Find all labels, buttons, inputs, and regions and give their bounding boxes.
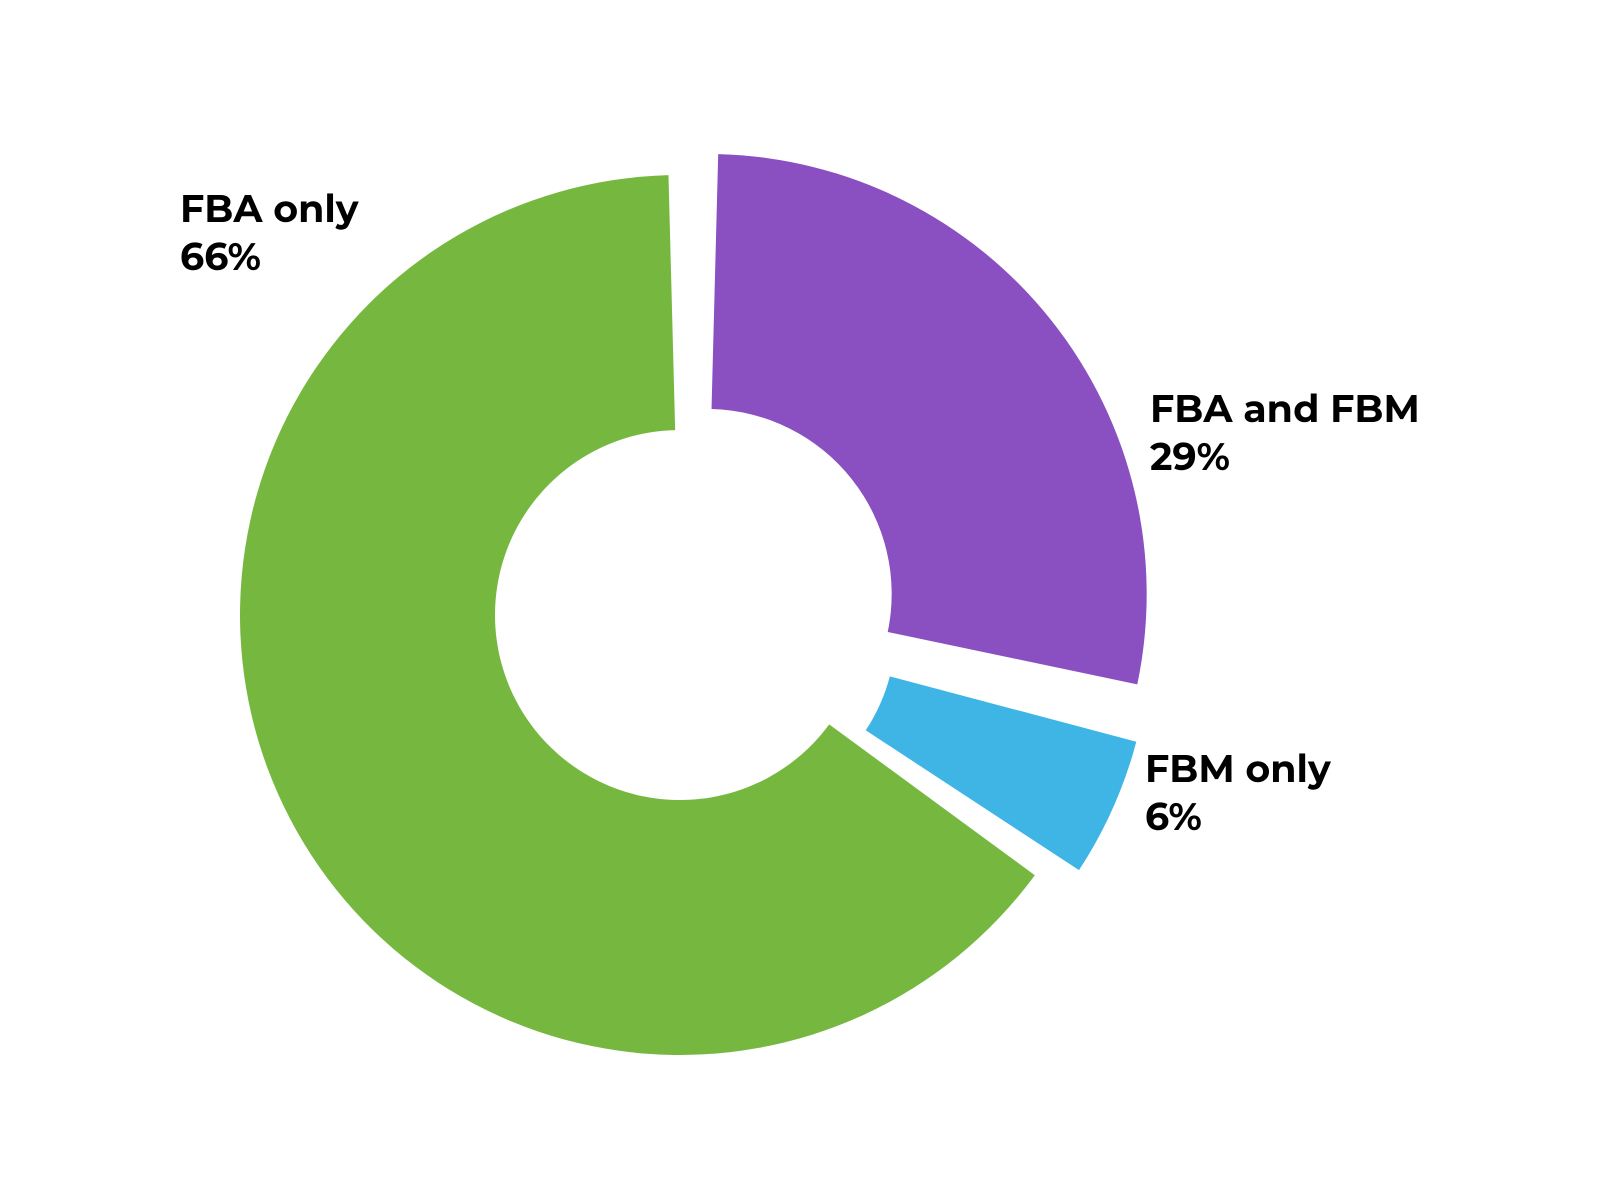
label-fba-only-value: 66% — [180, 233, 359, 281]
label-fbm-only-value: 6% — [1145, 793, 1331, 841]
label-fba-only-name: FBA only — [180, 185, 359, 233]
label-fbm-only-name: FBM only — [1145, 745, 1331, 793]
label-fba-only: FBA only66% — [180, 185, 359, 280]
donut-svg — [0, 0, 1600, 1198]
label-fba-and-fbm-name: FBA and FBM — [1150, 385, 1420, 433]
label-fbm-only: FBM only6% — [1145, 745, 1331, 840]
label-fba-and-fbm-value: 29% — [1150, 433, 1420, 481]
donut-chart: FBA and FBM29% FBM only6% FBA only66% — [0, 0, 1600, 1198]
slice-fba-and-fbm — [712, 154, 1147, 684]
label-fba-and-fbm: FBA and FBM29% — [1150, 385, 1420, 480]
